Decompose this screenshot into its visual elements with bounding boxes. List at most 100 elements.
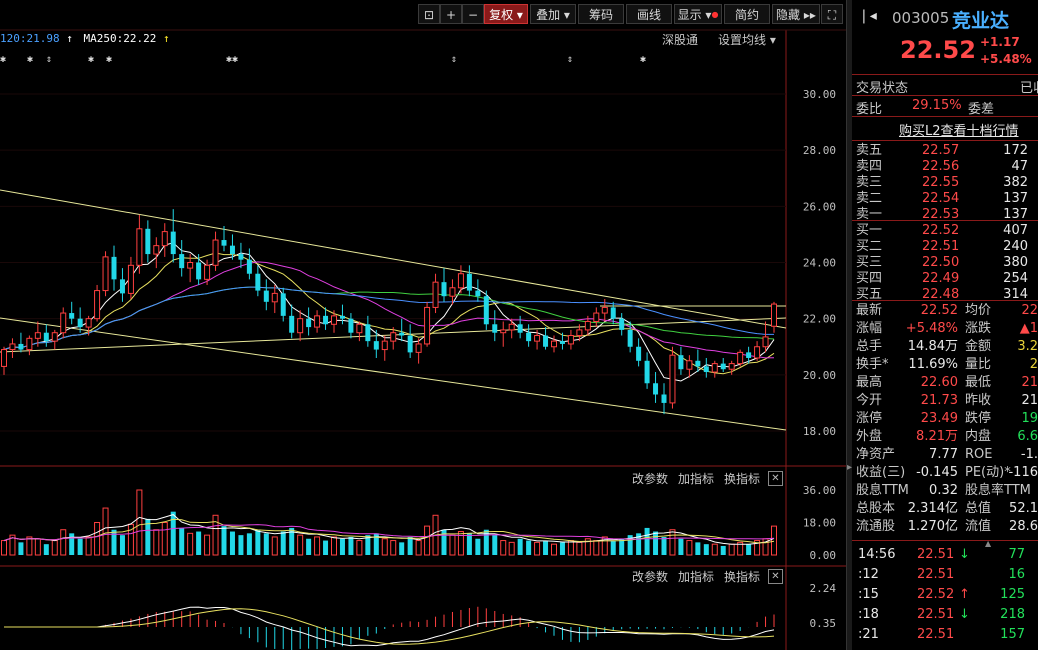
tick-volume: 218	[1000, 607, 1025, 622]
ask-label: 卖五	[856, 143, 883, 158]
close-icon[interactable]: ✕	[768, 569, 783, 584]
bid-volume: 254	[1003, 271, 1028, 286]
drag-handle-icon[interactable]: ▲	[985, 539, 992, 548]
volume-bar	[51, 540, 58, 556]
simple-button[interactable]: 简约	[724, 4, 770, 24]
ask-price: 22.53	[922, 207, 960, 222]
ask-price: 22.56	[922, 159, 960, 174]
volume-bar	[636, 533, 642, 555]
candle	[373, 329, 379, 358]
quote-row: 净资产 7.77 ROE -1.	[855, 446, 1038, 464]
candle	[661, 383, 667, 415]
quote-row: 今开 21.73 昨收 21	[855, 392, 1038, 410]
ma-settings-link[interactable]: 设置均线 ▾	[718, 33, 776, 47]
quote-value: -0.145	[916, 465, 958, 480]
volume-bar	[331, 536, 337, 556]
bid-price: 22.51	[922, 239, 960, 254]
ask-price: 22.55	[922, 175, 960, 190]
volume-bar	[145, 518, 151, 555]
event-marker: ✱✱	[226, 54, 238, 65]
candle	[771, 301, 777, 333]
vol-switch-indicator[interactable]: 换指标	[724, 472, 761, 486]
bid-label: 买四	[856, 271, 883, 286]
volume-bars	[1, 489, 777, 556]
back-icon[interactable]: ❘◂	[858, 8, 877, 24]
hide-button[interactable]: 隐藏 ▸▸	[772, 4, 820, 24]
tick-row: :18 22.51 ↓ 218	[855, 606, 1038, 624]
candle	[314, 310, 321, 333]
candle	[34, 321, 41, 347]
buy-l2-link[interactable]: 购买L2查看十档行情	[899, 124, 1019, 139]
chips-button[interactable]: 筹码	[578, 4, 624, 24]
vol-add-indicator[interactable]: 加指标	[678, 472, 715, 486]
draw-line-button[interactable]: 画线	[626, 4, 672, 24]
price-tick-label: 28.00	[803, 144, 836, 157]
event-marker: ✱	[106, 54, 112, 65]
candle	[331, 310, 337, 333]
ask-row: 卖四 22.56 47	[855, 158, 1038, 176]
quote-label: 净资产	[856, 447, 896, 462]
candle	[593, 307, 600, 328]
ma250-value: MA250:22.22	[83, 32, 157, 45]
quote-value: ▲1	[1019, 321, 1038, 336]
volume-bar	[457, 531, 464, 556]
arrow-up-icon: ↑	[162, 32, 170, 45]
vol-change-params[interactable]: 改参数	[632, 472, 669, 486]
weibi-value: 29.15%	[912, 98, 962, 113]
bid-label: 买五	[856, 287, 883, 302]
volume-bar	[771, 525, 777, 556]
quote-row: 最新 22.52 均价 22	[855, 302, 1038, 320]
lock-icon[interactable]: ⊡	[418, 4, 440, 24]
bid-price: 22.49	[922, 271, 960, 286]
candle	[196, 254, 202, 285]
tick-time: 14:56	[858, 547, 896, 562]
candle	[551, 335, 557, 353]
volume-ma-line	[3, 518, 775, 544]
volume-bar	[69, 533, 75, 555]
shengutong-link[interactable]: 深股通	[662, 33, 699, 47]
quote-label: ROE	[965, 447, 993, 462]
candle	[720, 357, 726, 373]
volume-bar	[85, 536, 92, 556]
fullscreen-icon[interactable]: ⛶	[821, 4, 843, 24]
display-button[interactable]: 显示 ▾●	[674, 4, 722, 24]
candle	[246, 248, 252, 280]
arrow-up-icon: ↑	[66, 32, 73, 45]
weibi-label: 委比	[856, 102, 883, 117]
volume-bar	[238, 535, 244, 555]
chevron-right-icon[interactable]: ▸	[847, 462, 853, 473]
zoom-out-icon[interactable]: −	[462, 4, 484, 24]
macd-change-params[interactable]: 改参数	[632, 570, 669, 584]
tick-time: :12	[858, 567, 879, 582]
quote-row: 涨停 23.49 跌停 19	[855, 410, 1038, 428]
bid-price: 22.50	[922, 255, 960, 270]
fuquan-button[interactable]: 复权 ▾	[484, 4, 528, 24]
candle	[204, 259, 211, 285]
quote-label: 收益(三)	[856, 465, 906, 480]
zoom-in-icon[interactable]: +	[440, 4, 462, 24]
macd-add-indicator[interactable]: 加指标	[678, 570, 715, 584]
candle	[483, 290, 489, 330]
volume-bar	[356, 540, 363, 556]
volume-bar	[34, 538, 41, 556]
overlay-button[interactable]: 叠加 ▾	[530, 4, 576, 24]
quote-row: 总手 14.84万 金额 3.2	[855, 338, 1038, 356]
ask-volume: 382	[1003, 175, 1028, 190]
volume-bar	[601, 536, 608, 556]
panel-splitter[interactable]: ▸	[846, 0, 853, 650]
quote-label: 昨收	[965, 393, 992, 408]
volume-bar	[407, 536, 413, 555]
macd-switch-indicator[interactable]: 换指标	[724, 570, 761, 584]
candle	[508, 318, 515, 339]
volume-bar	[500, 540, 507, 556]
volume-bar	[534, 541, 541, 556]
trade-status-label: 交易状态	[856, 81, 909, 96]
quote-label: 流值	[965, 519, 992, 534]
close-icon[interactable]: ✕	[768, 471, 783, 486]
ask-label: 卖二	[856, 191, 883, 206]
candle	[390, 327, 397, 350]
bid-price: 22.52	[922, 223, 960, 238]
candle	[517, 315, 523, 339]
macd-tick-label: 0.35	[810, 617, 837, 630]
candle	[636, 338, 642, 367]
